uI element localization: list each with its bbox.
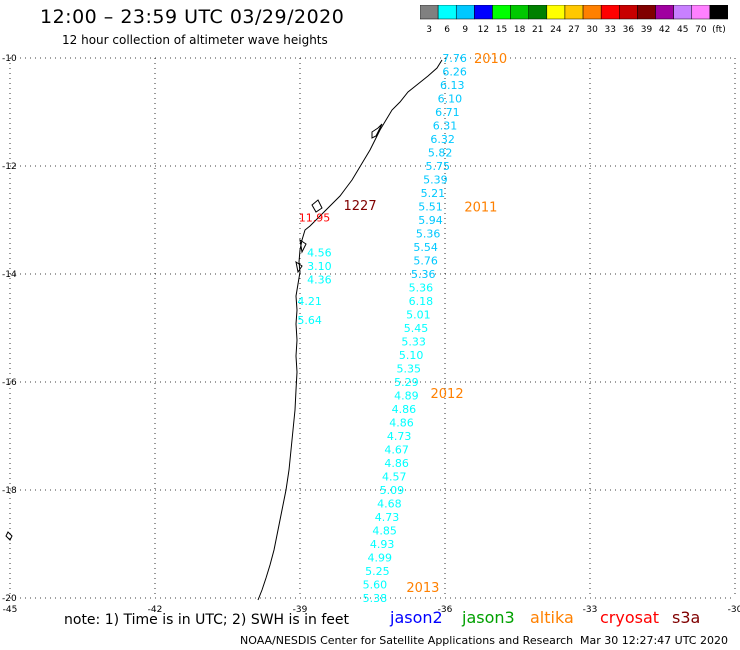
scale-label: 24 bbox=[550, 25, 562, 35]
wave-height-value: 4.73 bbox=[375, 511, 400, 524]
wave-height-value: 4.57 bbox=[382, 471, 407, 484]
wave-height-value: 6.26 bbox=[442, 66, 467, 79]
legend-item-jason2: jason2 bbox=[390, 608, 443, 627]
scale-swatch bbox=[709, 5, 728, 20]
x-tick-label: -36 bbox=[438, 605, 453, 615]
color-scale-bar: 3 6 9 12 15 18 21 24 27 30 33 36 39 42 45 70 (ft) bbox=[420, 5, 728, 35]
x-tick-label: -42 bbox=[148, 605, 163, 615]
wave-height-value: 6.71 bbox=[435, 106, 460, 119]
scale-label: 42 bbox=[659, 25, 670, 35]
timestamp: Mar 30 12:27:47 UTC 2020 bbox=[580, 634, 728, 647]
wave-height-value: 4.36 bbox=[307, 273, 332, 286]
wave-height-value: 4.89 bbox=[394, 390, 419, 403]
page-subtitle: 12 hour collection of altimeter wave hei… bbox=[62, 33, 328, 47]
legend-item-s3a: s3a bbox=[672, 608, 701, 627]
scale-label: 21 bbox=[532, 25, 543, 35]
y-tick-label: -18 bbox=[2, 486, 17, 496]
legend-item-jason3: jason3 bbox=[462, 608, 515, 627]
wave-height-value: 4.86 bbox=[392, 403, 417, 416]
wave-height-value: 4.99 bbox=[368, 552, 393, 565]
scale-label: 30 bbox=[586, 25, 598, 35]
wave-height-value: 5.64 bbox=[297, 314, 322, 327]
time-label: 2012 bbox=[431, 387, 464, 402]
wave-height-value: 3.10 bbox=[307, 260, 332, 273]
wave-height-value: 4.21 bbox=[297, 295, 322, 308]
y-tick-label: -14 bbox=[2, 270, 17, 280]
wave-height-value: 6.13 bbox=[440, 79, 465, 92]
wave-height-value: 5.45 bbox=[404, 322, 429, 335]
page-title: 12:00 – 23:59 UTC 03/29/2020 bbox=[40, 6, 345, 28]
track-time-labels: 2010 2011 2012 2013 1227 bbox=[344, 52, 508, 596]
scale-label: 36 bbox=[623, 25, 635, 35]
wave-height-value: 4.73 bbox=[387, 430, 412, 443]
coastline bbox=[5, 59, 443, 601]
wave-height-value: 5.36 bbox=[409, 282, 434, 295]
scale-label: 18 bbox=[514, 25, 526, 35]
legend-item-cryosat: cryosat bbox=[600, 608, 660, 627]
scale-label: 15 bbox=[496, 25, 507, 35]
y-tick-label: -20 bbox=[2, 594, 17, 604]
wave-height-value: 6.10 bbox=[438, 93, 463, 106]
wave-height-value: 5.25 bbox=[365, 565, 390, 578]
wave-height-value: 5.36 bbox=[416, 228, 441, 241]
wave-height-value: 5.75 bbox=[426, 160, 451, 173]
wave-height-value: 4.93 bbox=[370, 538, 395, 551]
y-tick-label: -10 bbox=[2, 54, 17, 64]
time-label: 2013 bbox=[406, 581, 439, 596]
time-label: 1227 bbox=[344, 199, 377, 214]
wave-height-value: 4.86 bbox=[389, 417, 414, 430]
wave-height-value: 5.21 bbox=[421, 187, 446, 200]
wave-height-value: 6.32 bbox=[430, 133, 455, 146]
scale-label: 39 bbox=[641, 25, 653, 35]
wave-height-value: 5.10 bbox=[399, 349, 424, 362]
wave-height-value: 4.56 bbox=[307, 246, 332, 259]
y-tick-label: -12 bbox=[2, 162, 17, 172]
wave-height-value: 5.38 bbox=[363, 592, 388, 605]
x-tick-label: -33 bbox=[583, 605, 598, 615]
credit-line: NOAA/NESDIS Center for Satellite Applica… bbox=[240, 634, 574, 647]
scale-label: 6 bbox=[444, 25, 450, 35]
wave-height-value: 5.76 bbox=[413, 255, 438, 268]
wave-height-value: 5.01 bbox=[406, 309, 431, 322]
map-grid bbox=[9, 57, 736, 599]
scale-label: 27 bbox=[568, 25, 579, 35]
x-tick-label: -39 bbox=[293, 605, 308, 615]
x-tick-label: -30 bbox=[728, 605, 740, 615]
time-label: 2010 bbox=[474, 52, 507, 67]
wave-height-value: 4.68 bbox=[377, 498, 402, 511]
scale-label: 70 bbox=[695, 25, 707, 35]
wave-height-value: 5.82 bbox=[428, 147, 453, 160]
wave-height-value: 6.31 bbox=[433, 120, 458, 133]
wave-height-value: 5.33 bbox=[401, 336, 426, 349]
y-tick-label: -16 bbox=[2, 378, 17, 388]
wave-height-value: 5.29 bbox=[394, 376, 419, 389]
wave-height-value: 7.76 bbox=[442, 52, 467, 65]
wave-height-value: 11.95 bbox=[299, 211, 331, 224]
wave-height-value: 5.60 bbox=[363, 579, 388, 592]
wave-height-value: 5.54 bbox=[413, 241, 438, 254]
wave-height-value: 4.85 bbox=[372, 525, 397, 538]
wave-height-value: 5.35 bbox=[397, 363, 422, 376]
scale-label: (ft) bbox=[712, 25, 726, 35]
x-tick-label: -45 bbox=[3, 605, 18, 615]
wave-height-value: 5.09 bbox=[380, 484, 405, 497]
footnote: note: 1) Time is in UTC; 2) SWH is in fe… bbox=[64, 612, 350, 628]
legend-item-altika: altika bbox=[530, 608, 574, 627]
scale-label: 12 bbox=[478, 25, 489, 35]
wave-height-value: 5.51 bbox=[418, 201, 443, 214]
time-label: 2011 bbox=[464, 201, 497, 216]
wave-height-value: 4.86 bbox=[384, 457, 409, 470]
scale-label: 45 bbox=[677, 25, 688, 35]
wave-height-value: 4.67 bbox=[384, 444, 409, 457]
scale-label: 3 bbox=[426, 25, 432, 35]
axis-ticks: -45 -42 -39 -36 -33 -30 -10 -12 -14 -16 -18 -20 bbox=[2, 54, 740, 615]
wave-height-value: 6.18 bbox=[409, 295, 434, 308]
wave-height-value: 5.36 bbox=[411, 268, 436, 281]
wave-height-value: 5.94 bbox=[418, 214, 443, 227]
wave-height-value: 5.39 bbox=[423, 174, 448, 187]
scale-label: 9 bbox=[462, 25, 468, 35]
scale-label: 33 bbox=[605, 25, 616, 35]
altimeter-tracks: 7.766.266.136.106.716.316.325.825.755.39… bbox=[297, 52, 467, 605]
